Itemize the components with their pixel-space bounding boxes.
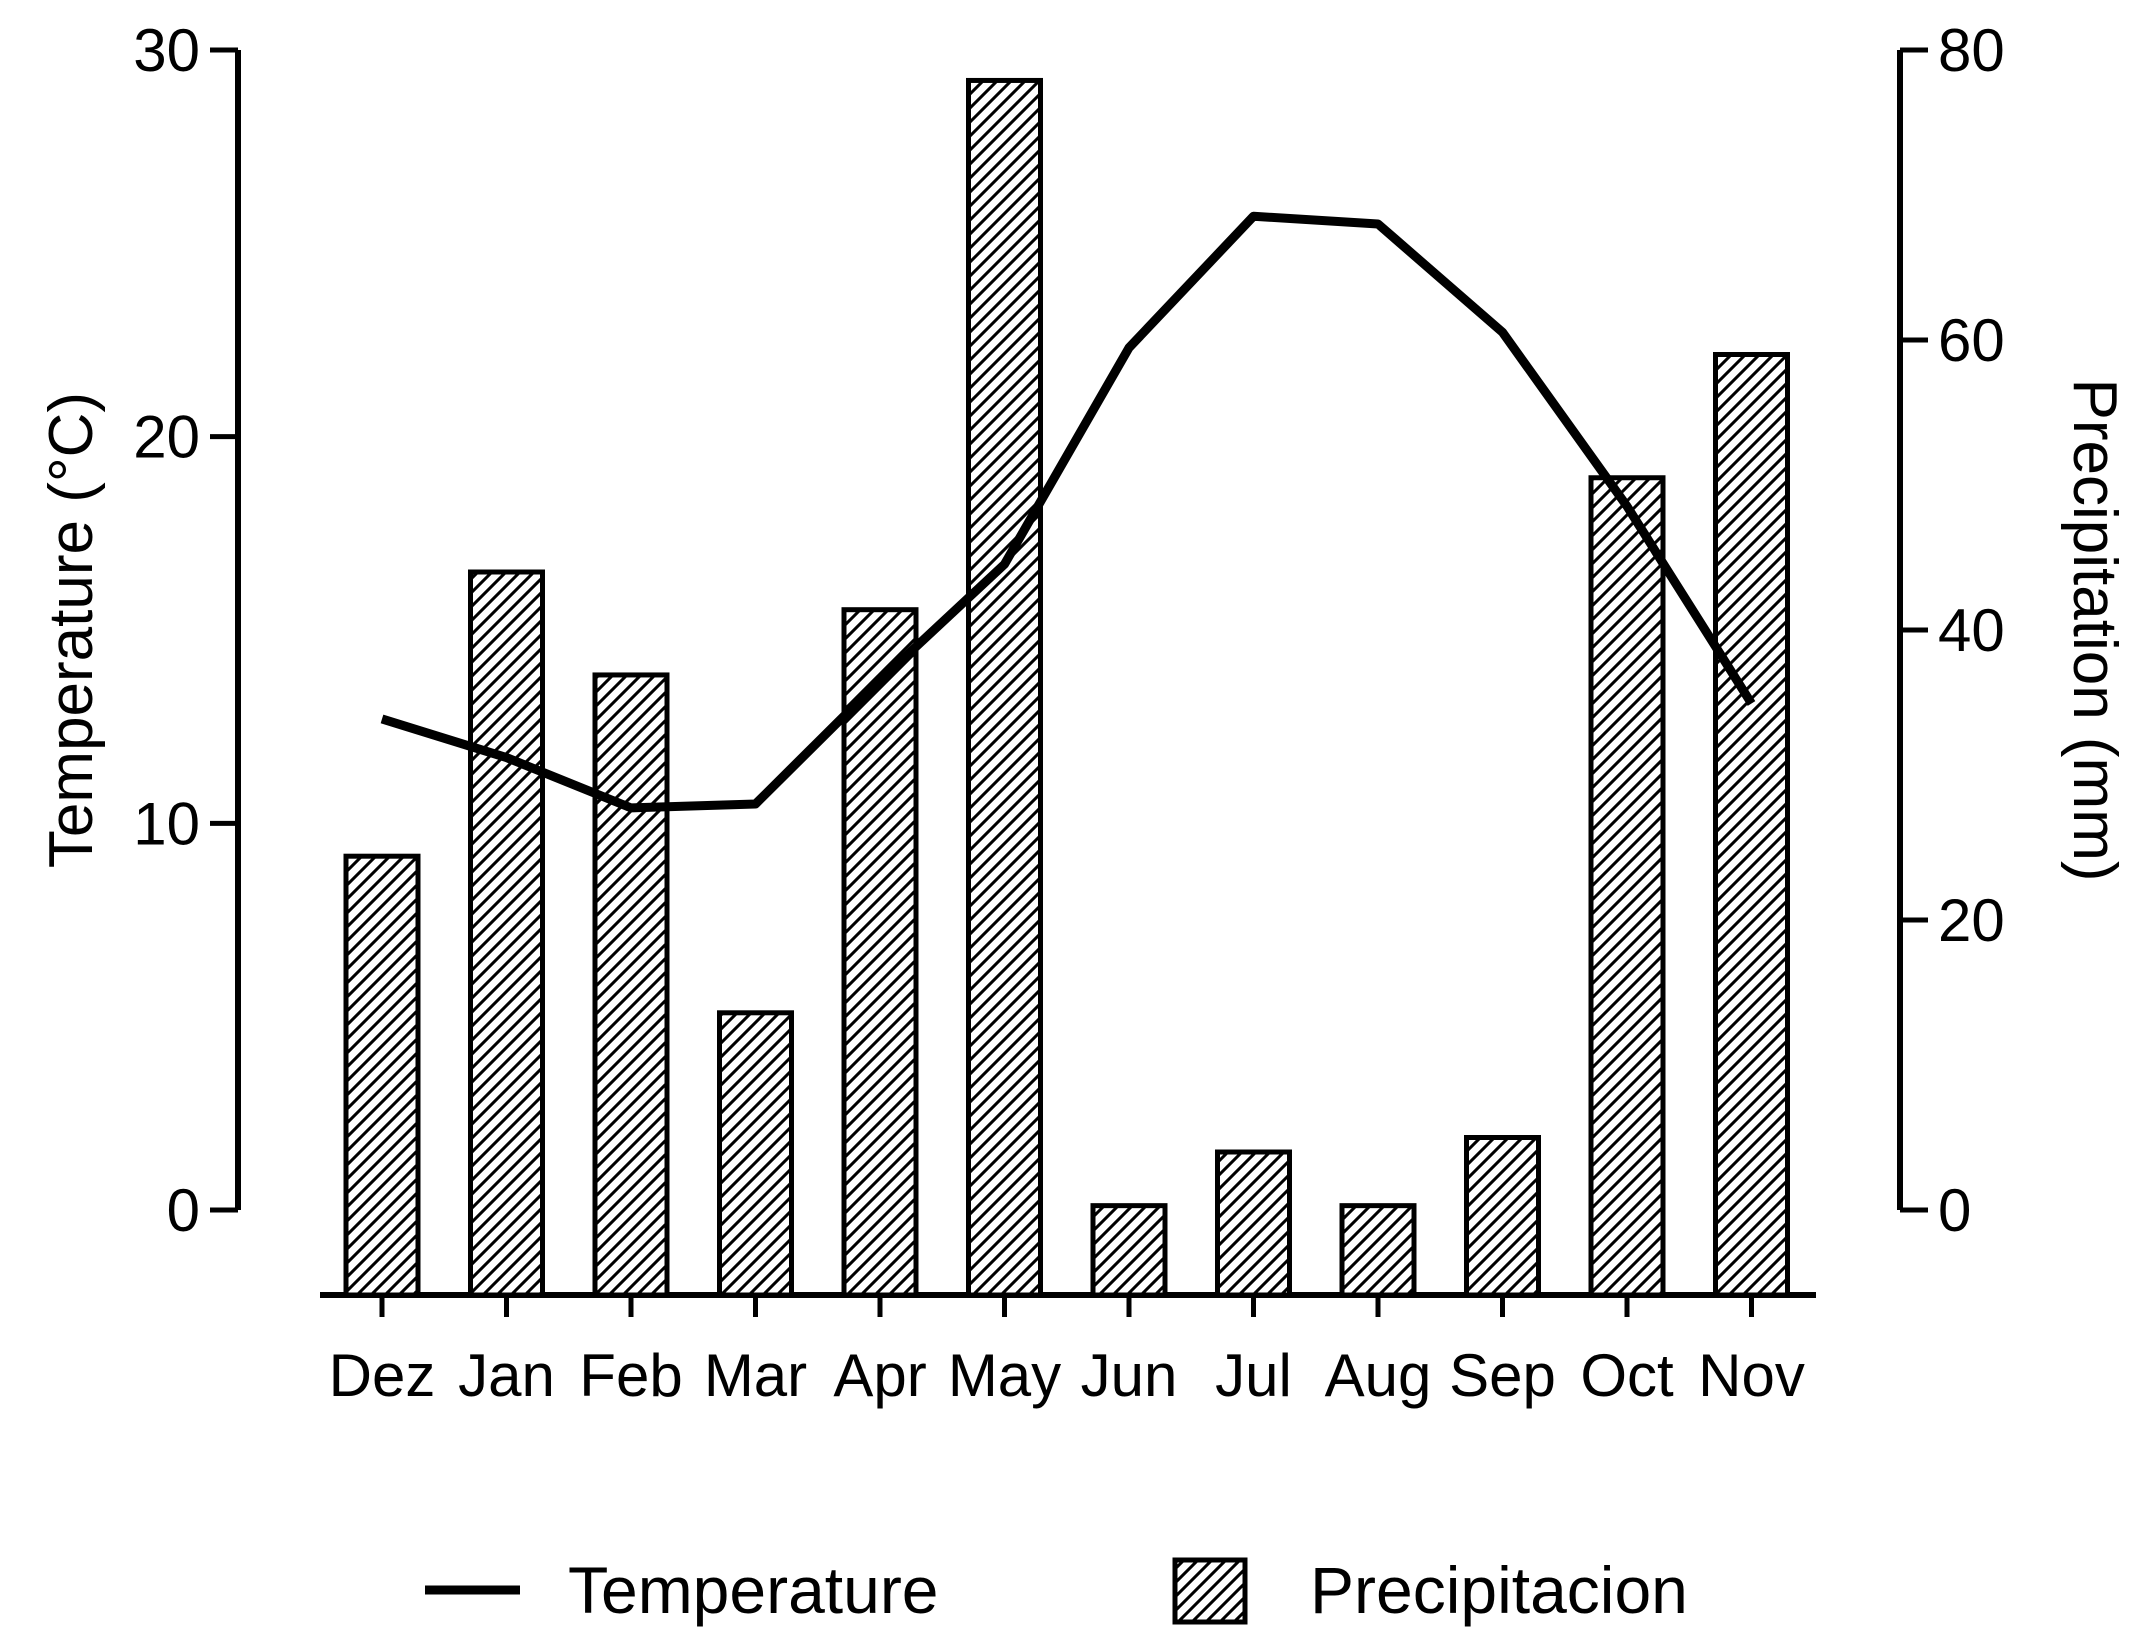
right-tick-label: 0 — [1938, 1177, 1971, 1244]
x-category-label: Nov — [1698, 1342, 1805, 1409]
precipitation-bar-oct — [1588, 475, 1666, 1298]
x-category-label: Aug — [1325, 1342, 1432, 1409]
right-y-ticks: 0 20 40 60 80 — [1900, 17, 2005, 1244]
precipitation-bar-apr — [841, 607, 919, 1298]
temperature-series — [380, 211, 1756, 813]
legend-hatch-swatch — [1172, 1557, 1248, 1625]
precipitation-bar-jul — [1215, 1149, 1292, 1298]
precipitation-bar-feb — [592, 672, 670, 1298]
left-y-ticks: 0 10 20 30 — [133, 17, 238, 1244]
left-y-axis-title: Temperature (°C) — [37, 392, 106, 868]
right-y-axis-title: Precipitation (mm) — [2060, 379, 2129, 882]
precipitation-bar-may — [966, 77, 1043, 1298]
x-category-label: Jun — [1081, 1342, 1178, 1409]
precipitation-bar-nov — [1713, 352, 1790, 1298]
legend: Temperature Precipitacion — [425, 1553, 1688, 1627]
x-category-label: Mar — [704, 1342, 807, 1409]
x-category-label: May — [948, 1342, 1061, 1409]
precipitation-bar-jun — [1090, 1203, 1168, 1298]
precipitation-bar-dez — [343, 853, 421, 1298]
right-tick-label: 80 — [1938, 17, 2005, 84]
x-category-label: Jan — [458, 1342, 555, 1409]
x-category-label: Oct — [1580, 1342, 1674, 1409]
right-tick-label: 60 — [1938, 307, 2005, 374]
precipitation-bar-jan — [468, 569, 545, 1298]
left-tick-label: 10 — [133, 790, 200, 857]
x-ticks — [379, 1295, 1754, 1317]
x-category-label: Sep — [1449, 1342, 1556, 1409]
temperature-line — [380, 211, 1756, 813]
legend-precipitacion-label: Precipitacion — [1310, 1553, 1688, 1627]
right-tick-label: 20 — [1938, 887, 2005, 954]
precipitation-bar-aug — [1339, 1203, 1417, 1298]
precipitation-bar-mar — [717, 1010, 794, 1298]
legend-temperature-label: Temperature — [568, 1553, 939, 1627]
left-tick-label: 0 — [167, 1177, 200, 1244]
precipitation-bar-sep — [1464, 1135, 1541, 1298]
x-category-label: Jul — [1215, 1342, 1292, 1409]
x-category-label: Dez — [329, 1342, 436, 1409]
x-category-labels: Dez Jan Feb Mar Apr May Jun Jul Aug Sep Oct Nov — [329, 1342, 1805, 1409]
x-category-label: Apr — [833, 1342, 926, 1409]
x-category-label: Feb — [579, 1342, 682, 1409]
precipitation-bars — [343, 77, 1790, 1298]
left-tick-label: 20 — [133, 404, 200, 471]
right-tick-label: 40 — [1938, 597, 2005, 664]
left-tick-label: 30 — [133, 17, 200, 84]
